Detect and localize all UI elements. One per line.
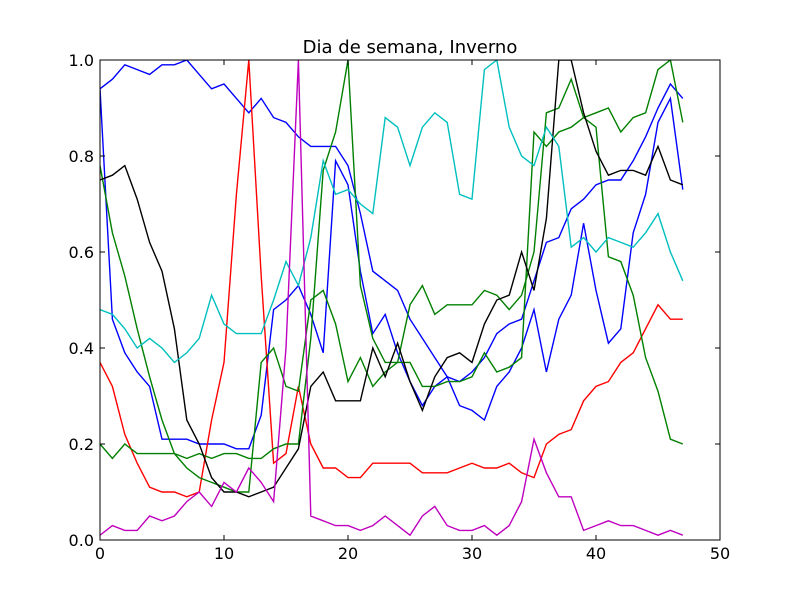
plot-frame: [99, 59, 721, 541]
x-tick-label: 20: [338, 544, 358, 563]
y-tick-label: 0.6: [69, 243, 94, 262]
series-line-1: [100, 60, 684, 383]
axis-layer: 0 10 20 30 40 50 0.0 0.2 0.4 0.6 0.8 1.0: [69, 51, 731, 563]
series-line-2: [100, 88, 684, 450]
series-line-6: [100, 60, 684, 498]
x-tick-label: 40: [586, 544, 606, 563]
y-tick-label: 0.0: [69, 531, 94, 550]
y-tick-label: 0.4: [69, 339, 94, 358]
chart-title: Dia de semana, Inverno: [303, 37, 518, 58]
series-line-7: [100, 60, 684, 364]
y-tick-label: 0.8: [69, 147, 94, 166]
series-line-5: [100, 60, 684, 460]
series-layer: [100, 60, 684, 537]
x-tick-label: 0: [95, 544, 105, 563]
y-tick-label: 0.2: [69, 435, 94, 454]
x-tick-label: 10: [214, 544, 234, 563]
series-line-8: [100, 60, 684, 537]
x-tick-label: 30: [462, 544, 482, 563]
y-tick-label: 1.0: [69, 51, 94, 70]
x-tick-label: 50: [710, 544, 730, 563]
